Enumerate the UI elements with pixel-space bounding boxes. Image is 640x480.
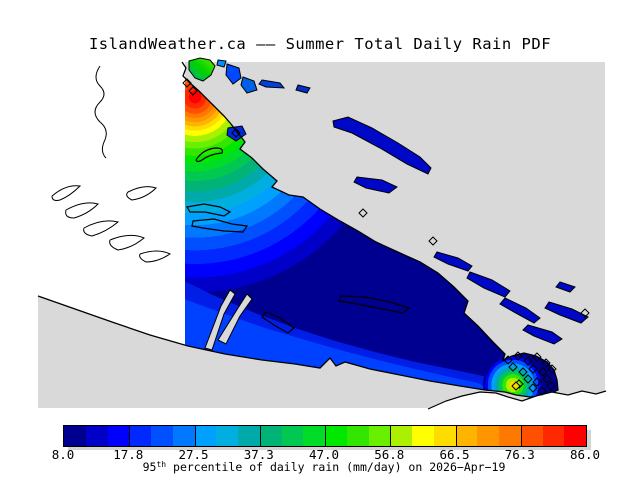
lake-outlines [186,147,411,334]
colorbar-caption: 95th percentile of daily rain (mm/day) o… [63,460,585,474]
colorbar-tick-label: 66.5 [439,447,470,462]
olympic-peninsula-land [428,391,606,424]
colorbar-segment-6 [172,426,195,446]
hotspot-campbell-river [185,62,407,309]
colorbar-segment-16 [390,426,412,446]
station-diamond-icon [188,86,198,96]
olympic-peninsula-coastline [427,390,607,410]
colorbar-segment-17 [412,426,434,446]
station-diamond-icon [537,386,547,396]
plot-title: IslandWeather.ca —— Summer Total Daily R… [88,35,552,53]
caption-value: 95 [142,460,157,474]
station-diamond-icon [538,367,548,377]
station-diamond-icon [508,362,518,372]
colorbar-segment-12 [303,426,325,446]
colorbar-tick-label: 56.8 [374,447,405,462]
colorbar-segment-14 [346,426,369,446]
station-diamond-icon [503,355,513,365]
colorbar-segment-5 [151,426,173,446]
colorbar-segment-11 [281,426,304,446]
station-diamond-icon [542,374,552,384]
station-diamond-icon [358,208,368,218]
texada-island [332,116,432,175]
colorbar-segment-15 [368,426,391,446]
colorbar-segment-1 [64,426,86,446]
station-diamond-icon [528,383,538,393]
colorbar-tick-label: 37.3 [243,447,274,462]
colorbar-tick-label: 86.0 [569,447,601,462]
outside-domain-coastlines [51,65,171,263]
colorbar-tick [455,426,457,446]
station-diamond-icon [231,128,241,138]
colorbar-segment-18 [433,426,456,446]
station-diamond-icon [532,377,542,387]
colorbar-tick-label: 17.8 [113,447,144,462]
colorbar-tick-label: 76.3 [504,447,535,462]
station-diamond-icon [532,352,542,362]
colorbar-tick [194,426,196,446]
station-diamond-icon [513,351,523,361]
colorbar-segment-13 [325,426,347,446]
colorbar-tick-label: 8.0 [51,447,75,462]
caption-superscript: th [156,460,167,469]
station-diamond-icon [518,367,528,377]
sea-pacific [38,296,605,408]
station-diamond-icon [523,356,533,366]
station-markers [182,78,590,396]
station-diamond-icon [541,358,551,368]
station-diamond-icon [547,364,557,374]
colorbar-tick [520,426,522,446]
colorbar-tick [259,426,261,446]
colorbar-tick-labels: 8.0 17.8 27.5 37.3 47.0 56.8 66.5 76.3 86.0 [0,447,640,462]
station-diamond-icon [580,308,590,318]
colorbar-segment-8 [216,426,238,446]
station-diamond-icon [546,381,556,391]
colorbar-tick-label: 27.5 [178,447,209,462]
colorbar-segment-9 [238,426,260,446]
caption-text: percentile of daily rain (mm/day) on 202… [166,460,506,474]
colorbar-segment-10 [259,426,282,446]
colorbar-tick-label: 47.0 [308,447,340,462]
highlight-station-diamond-icon [511,381,521,391]
west-coast-inlets [204,289,253,351]
south-coast-band-inner [185,266,490,390]
station-diamond-icon [182,78,192,88]
strait-islands [188,57,589,345]
colorbar-segment-7 [194,426,217,446]
colorbar-segment-21 [499,426,521,446]
station-diamond-icon [528,364,538,374]
colorbar [63,425,587,447]
colorbar-segment-4 [129,426,151,446]
colorbar-segment-23 [542,426,565,446]
colorbar-segment-2 [85,426,108,446]
quadra-island [188,57,216,82]
colorbar-segment-20 [477,426,499,446]
colorbar-segment-24 [564,426,586,446]
colorbar-tick [325,426,326,446]
colorbar-segment-22 [520,426,543,446]
colorbar-segment-3 [107,426,130,446]
colorbar-tick [129,426,131,446]
lasqueti-island [353,176,398,194]
colorbar-tick [390,426,392,446]
south-coastline [37,295,517,396]
station-diamond-icon [523,374,533,384]
colorbar-segment-19 [455,426,478,446]
station-diamond-icon [428,236,438,246]
